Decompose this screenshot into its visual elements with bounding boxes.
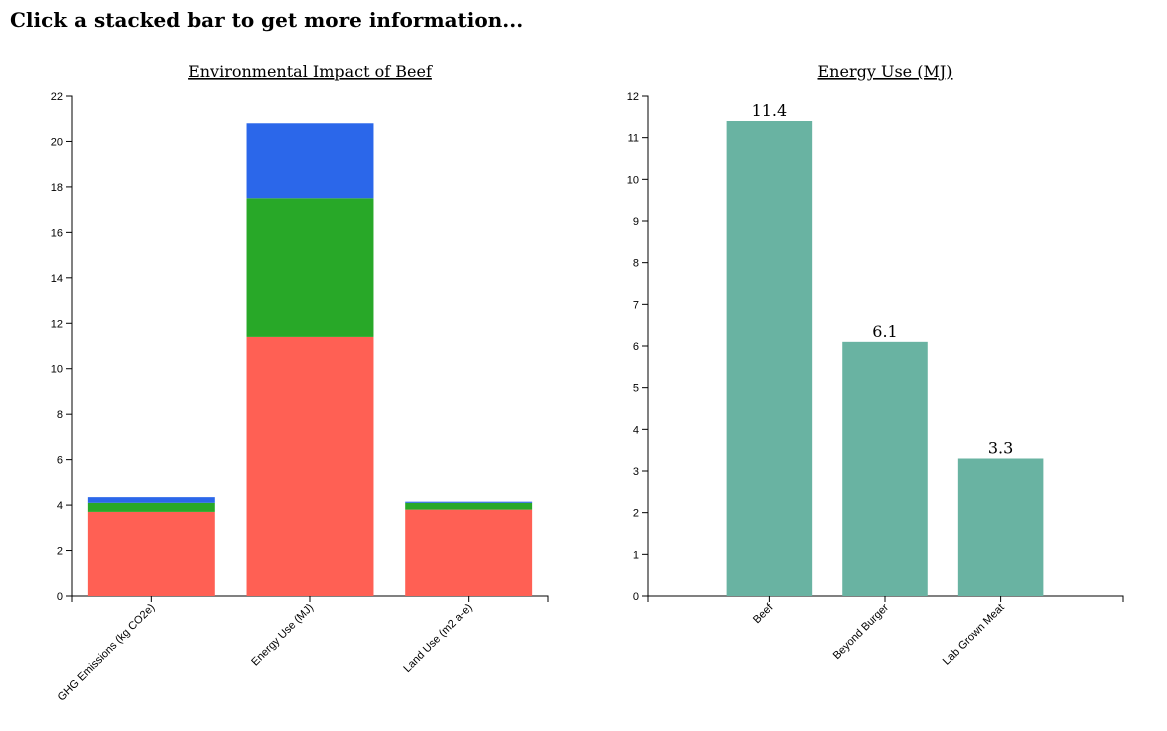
y-tick-label: 1 (633, 549, 639, 561)
bar (957, 458, 1044, 596)
x-tick-label: Beyond Burger (831, 601, 892, 662)
y-tick-label: 2 (57, 546, 63, 558)
y-axis-line (642, 95, 649, 597)
x-axis-line (647, 595, 1124, 602)
stacked-bar-segment[interactable] (405, 501, 533, 503)
bars[interactable] (87, 123, 533, 596)
stacked-bar-segment[interactable] (246, 198, 374, 337)
y-tick-label: 3 (633, 466, 639, 478)
y-tick-label: 12 (627, 91, 639, 103)
y-tick-label: 4 (57, 500, 63, 512)
bars: 11.4 6.1 3.3 (726, 101, 1044, 596)
bar (726, 121, 813, 596)
x-tick-label: Lab Grown Meat (941, 602, 1007, 668)
y-tick-label: 12 (51, 318, 63, 330)
stacked-bar-chart[interactable]: Environmental Impact of Beef 0 2 4 6 8 10 12 14… (0, 0, 580, 731)
stacked-bar-segment[interactable] (87, 502, 215, 512)
stacked-bar-segment[interactable] (405, 502, 533, 510)
y-tick-label: 6 (57, 455, 63, 467)
y-tick-label: 9 (633, 216, 639, 228)
y-tick-label: 20 (51, 136, 63, 148)
y-tick-label: 14 (51, 273, 63, 285)
y-tick-label: 4 (633, 424, 639, 436)
y-tick-label: 8 (57, 409, 63, 421)
y-tick-label: 2 (633, 508, 639, 520)
y-tick-label: 11 (628, 133, 639, 145)
y-tick-label: 6 (633, 341, 639, 353)
page-heading: Click a stacked bar to get more informat… (10, 8, 524, 32)
stacked-bar-segment[interactable] (246, 123, 374, 199)
chart-title: Environmental Impact of Beef (188, 62, 433, 81)
y-tick-label: 0 (57, 591, 63, 603)
bar-value-label: 6.1 (872, 322, 897, 341)
chart-title: Energy Use (MJ) (818, 62, 953, 81)
y-axis-line (66, 95, 73, 597)
y-tick-label: 16 (51, 227, 63, 239)
y-tick-label: 22 (51, 91, 63, 103)
y-tick-label: 7 (633, 299, 639, 311)
y-tick-label: 10 (51, 364, 63, 376)
y-tick-label: 10 (627, 174, 639, 186)
x-tick-label: Energy Use (MJ) (249, 602, 316, 669)
stacked-bar-segment[interactable] (246, 336, 374, 596)
y-tick-label: 5 (633, 383, 639, 395)
y-tick-label: 8 (633, 258, 639, 270)
stacked-bar-segment[interactable] (87, 511, 215, 596)
bar-value-label: 3.3 (988, 439, 1013, 458)
bar (842, 341, 928, 596)
x-tick-label: Beef (751, 601, 776, 626)
bar-value-label: 11.4 (752, 101, 788, 120)
x-tick-label: GHG Emissions (kg CO2e) (56, 602, 158, 704)
stacked-bar-segment[interactable] (405, 509, 533, 596)
x-tick-label: Land Use (m2 a-e) (401, 602, 474, 675)
y-tick-label: 18 (51, 182, 63, 194)
stacked-bar-segment[interactable] (87, 497, 215, 503)
y-tick-label: 0 (633, 591, 639, 603)
